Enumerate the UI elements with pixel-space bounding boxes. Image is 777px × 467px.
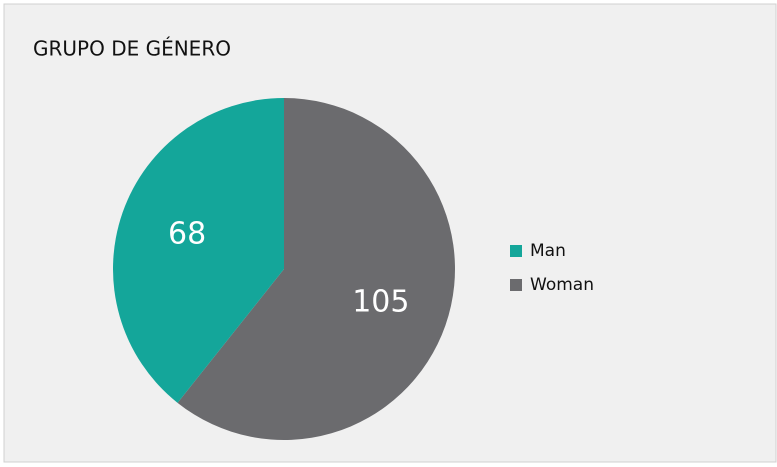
legend-label: Woman bbox=[530, 275, 594, 295]
data-label: 68 bbox=[168, 217, 206, 252]
pie-slice bbox=[177, 98, 455, 440]
legend-swatch bbox=[510, 279, 522, 291]
legend-swatch bbox=[510, 245, 522, 257]
data-label: 105 bbox=[352, 284, 409, 319]
pie-slice bbox=[113, 98, 284, 403]
chart-title: GRUPO DE GÉNERO bbox=[33, 37, 231, 61]
legend-label: Man bbox=[530, 241, 566, 261]
